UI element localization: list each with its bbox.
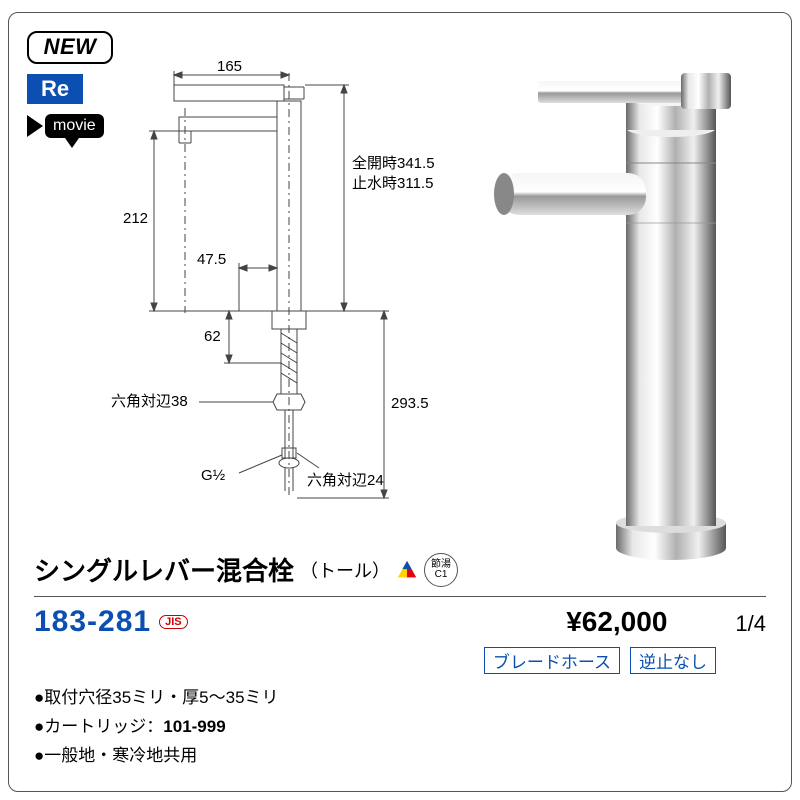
dim-62: 62 — [204, 328, 221, 345]
spec-line-2a: ●カートリッジ： — [34, 717, 163, 736]
tag-no-check: 逆止なし — [630, 647, 716, 674]
dim-open-h: 全開時341.5 — [352, 154, 435, 172]
new-badge: NEW — [27, 31, 113, 64]
jis-badge: JIS — [159, 615, 188, 629]
dimension-diagram: 165 212 47.5 62 六角対辺38 — [109, 53, 449, 503]
spec-list: ●取付穴径35ミリ・厚5～35ミリ ●カートリッジ：101-999 ●一般地・寒… — [34, 684, 766, 771]
spec-line-1: ●取付穴径35ミリ・厚5～35ミリ — [34, 688, 279, 707]
price: ¥62,000 — [566, 606, 667, 638]
dim-hex24: 六角対辺24 — [307, 472, 384, 489]
product-subtitle: （トール） — [300, 557, 390, 583]
dim-212: 212 — [123, 210, 148, 227]
movie-badge[interactable]: movie — [27, 114, 113, 138]
re-badge: Re — [27, 74, 83, 104]
badge-stack: NEW Re movie — [27, 31, 113, 138]
spec-line-2b: 101-999 — [163, 717, 225, 736]
dim-g-half: G½ — [201, 467, 226, 484]
color-tri-icon — [396, 559, 418, 581]
tag-braid-hose: ブレードホース — [484, 647, 620, 674]
dim-165: 165 — [217, 58, 242, 75]
product-code: 183-281 — [34, 605, 151, 639]
catalog-card: NEW Re movie — [8, 12, 792, 792]
play-icon — [27, 115, 43, 137]
dim-47-5: 47.5 — [197, 251, 226, 268]
info-block: シングルレバー混合栓 （トール） 節湯 C1 183-281 JIS ¥62,0… — [34, 551, 766, 771]
dim-293-5: 293.5 — [391, 395, 429, 412]
eco-badge: 節湯 C1 — [424, 553, 458, 587]
spec-line-3: ●一般地・寒冷地共用 — [34, 746, 197, 765]
product-photo — [476, 43, 766, 563]
pack-unit: 1/4 — [735, 611, 766, 637]
dim-hex38: 六角対辺38 — [111, 393, 188, 410]
eco-bottom: C1 — [435, 570, 448, 580]
product-title: シングルレバー混合栓 — [34, 551, 294, 588]
dim-stop-h: 止水時311.5 — [352, 175, 433, 192]
movie-label: movie — [45, 114, 104, 138]
